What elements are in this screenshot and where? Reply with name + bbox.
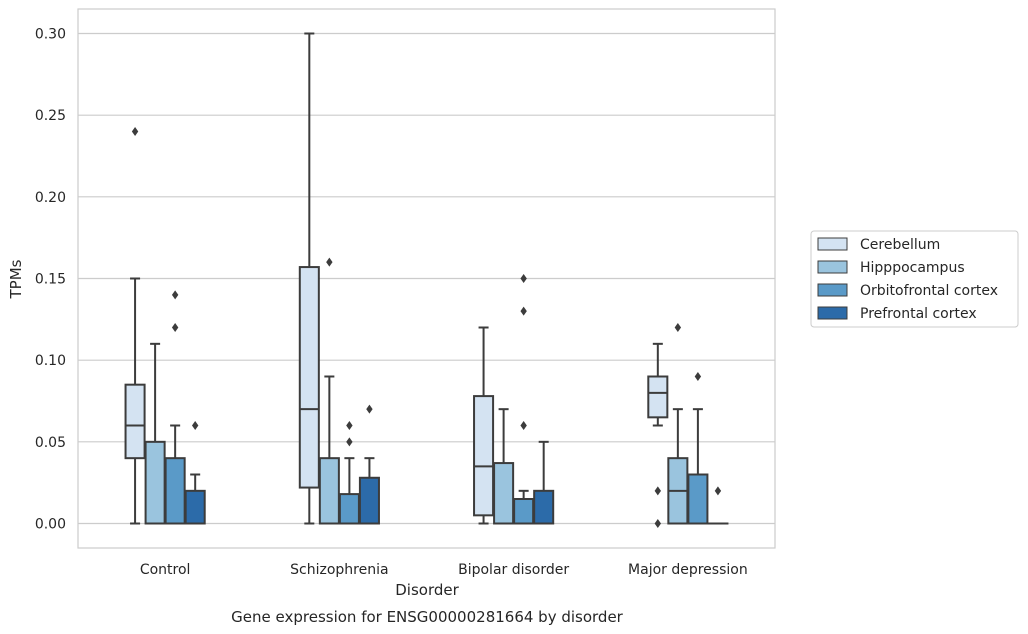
box-0-0 (124, 127, 146, 525)
legend-label: Prefrontal cortex (860, 306, 977, 322)
box-1-2 (493, 408, 515, 525)
y-tick-label: 0.20 (35, 190, 66, 206)
box-2-3 (687, 372, 709, 525)
x-tick-labels: Control Schizophrenia Bipolar disorder Majo… (140, 562, 748, 578)
box-3-0 (184, 421, 206, 525)
outlier-point (714, 486, 722, 496)
box-body (184, 489, 206, 525)
legend-swatch (817, 237, 848, 251)
boxes (124, 32, 729, 528)
box-3-3 (707, 486, 729, 525)
x-tick-label: Control (140, 562, 191, 578)
x-tick-label: Schizophrenia (290, 562, 388, 578)
outlier-point (191, 421, 199, 430)
box-2-0 (164, 290, 186, 525)
box-3-2 (533, 440, 555, 525)
outlier-point (694, 372, 702, 381)
box-0-1 (298, 32, 320, 525)
legend-frame (810, 230, 1019, 328)
legend-swatch (817, 260, 848, 274)
legend-label: Orbitofrontal cortex (860, 283, 998, 299)
outlier-point (520, 421, 527, 430)
outlier-point (654, 519, 662, 528)
outlier-point (674, 323, 682, 332)
box-0-2 (473, 326, 495, 525)
box-body (687, 473, 709, 525)
x-axis-label: Disorder (395, 581, 459, 599)
y-tick-label: 0.15 (35, 272, 66, 288)
legend-label: Hipppocampus (860, 260, 965, 276)
box-body (513, 498, 535, 525)
legend: Cerebellum Hipppocampus Orbitofrontal cort… (810, 230, 1019, 328)
box-1-0 (144, 342, 166, 525)
box-body (298, 266, 320, 489)
box-2-2 (513, 274, 535, 525)
y-tick-label: 0.05 (35, 435, 66, 451)
outlier-point (171, 290, 179, 300)
chart-caption: Gene expression for ENSG00000281664 by d… (231, 608, 624, 626)
box-body (533, 489, 555, 525)
legend-swatch (817, 283, 848, 297)
box-body (493, 462, 515, 525)
box-body (144, 440, 166, 525)
box-3-1 (358, 404, 380, 525)
y-tick-labels: 0.00 0.05 0.10 0.15 0.20 0.25 0.30 (35, 27, 66, 533)
x-tick-label: Major depression (628, 562, 748, 578)
box-body (647, 375, 669, 419)
legend-swatch (817, 306, 848, 320)
outlier-point (346, 421, 353, 430)
y-tick-label: 0.25 (35, 108, 66, 124)
box-body (358, 476, 380, 525)
grid-lines (78, 32, 775, 525)
box-body (318, 457, 340, 525)
outlier-point (366, 404, 373, 414)
box-body (338, 493, 360, 525)
outlier-point (346, 437, 353, 447)
box-0-3 (647, 342, 669, 528)
outlier-point (654, 486, 662, 496)
outlier-point (171, 323, 179, 332)
box-body (164, 457, 186, 525)
outlier-point (131, 127, 139, 136)
y-tick-label: 0.00 (35, 517, 66, 533)
outlier-point (520, 274, 527, 283)
box-body (124, 383, 146, 460)
y-axis-label: TPMs (7, 259, 25, 299)
box-1-3 (667, 323, 689, 525)
outlier-point (520, 306, 527, 316)
outlier-point (326, 257, 333, 267)
y-tick-label: 0.30 (35, 27, 66, 43)
x-tick-label: Bipolar disorder (458, 562, 569, 578)
plot-frame (77, 8, 776, 549)
legend-label: Cerebellum (860, 237, 940, 253)
box-2-1 (338, 421, 360, 525)
y-tick-label: 0.10 (35, 353, 66, 369)
box-body (473, 395, 495, 517)
box-1-1 (318, 257, 340, 525)
